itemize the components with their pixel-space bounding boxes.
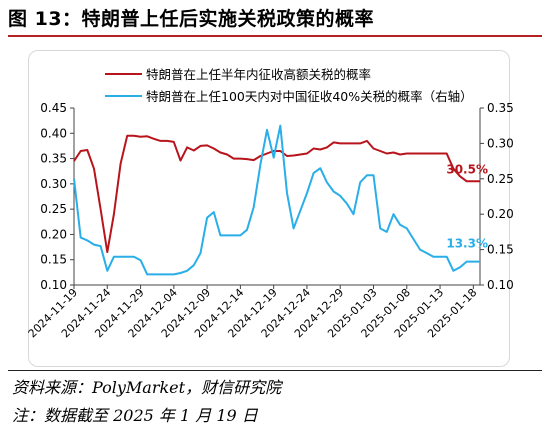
right-tick-label: 0.10 [487,278,514,292]
left-tick-label: 0.45 [40,101,67,115]
right-tick-label: 0.15 [487,243,514,257]
legend-label-2: 特朗普在上任100天内对中国征收40%关税的概率（右轴） [146,89,473,104]
footer-rule [8,370,542,371]
date-note: 注：数据截至 2025 年 1 月 19 日 [12,406,258,425]
left-tick-label: 0.35 [40,152,67,166]
right-tick-label: 0.30 [487,136,514,150]
left-tick-label: 0.40 [40,126,67,140]
title-rule [8,35,542,37]
series-line-1 [73,134,480,254]
right-tick-label: 0.20 [487,207,514,221]
left-tick-label: 0.15 [40,253,67,267]
figure-title: 图 13：特朗普上任后实施关税政策的概率 [8,8,375,30]
series-line-2 [73,124,480,276]
right-tick-label: 0.35 [487,101,514,115]
line-chart: 0.10 0.15 0.20 0.25 0.30 0.35 0.40 0.45 0.10 0.15… [26,67,514,340]
left-tick-label: 0.20 [40,227,67,241]
legend-label-1: 特朗普在上任半年内征收高额关税的概率 [146,67,371,82]
left-tick-label: 0.25 [40,202,67,216]
right-tick-label: 0.25 [487,172,514,186]
series-end-label-2: 13.3% [446,237,488,251]
series-end-label-1: 30.5% [446,162,488,176]
source-note: 资料来源：PolyMarket，财信研究院 [12,378,282,397]
left-tick-label: 0.10 [40,278,67,292]
left-tick-label: 0.30 [40,177,67,191]
chart-panel [28,50,510,367]
